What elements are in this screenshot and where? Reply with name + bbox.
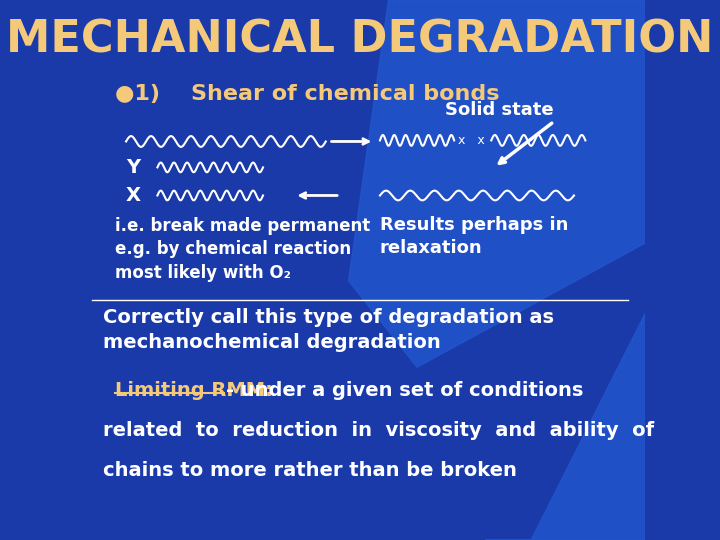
Text: e.g. by chemical reaction: e.g. by chemical reaction	[114, 240, 351, 258]
Polygon shape	[485, 313, 645, 540]
Text: Limiting RMM:: Limiting RMM:	[114, 381, 272, 400]
Polygon shape	[348, 0, 645, 367]
Text: Solid state: Solid state	[446, 101, 554, 119]
Text: X: X	[126, 186, 141, 205]
Text: i.e. break made permanent: i.e. break made permanent	[114, 217, 370, 235]
Text: related  to  reduction  in  viscosity  and  ability  of: related to reduction in viscosity and ab…	[103, 421, 654, 440]
Text: MECHANICAL DEGRADATION: MECHANICAL DEGRADATION	[6, 19, 714, 62]
Text: Correctly call this type of degradation as
mechanochemical degradation: Correctly call this type of degradation …	[103, 308, 554, 352]
Text: Y: Y	[126, 158, 140, 177]
Text: - under a given set of conditions: - under a given set of conditions	[226, 381, 583, 400]
Text: most likely with O₂: most likely with O₂	[114, 264, 290, 281]
Text: Results perhaps in
relaxation: Results perhaps in relaxation	[380, 216, 568, 257]
Text: chains to more rather than be broken: chains to more rather than be broken	[103, 461, 517, 480]
Text: ●1)    Shear of chemical bonds: ●1) Shear of chemical bonds	[114, 84, 499, 104]
Text: x   x: x x	[458, 134, 485, 147]
